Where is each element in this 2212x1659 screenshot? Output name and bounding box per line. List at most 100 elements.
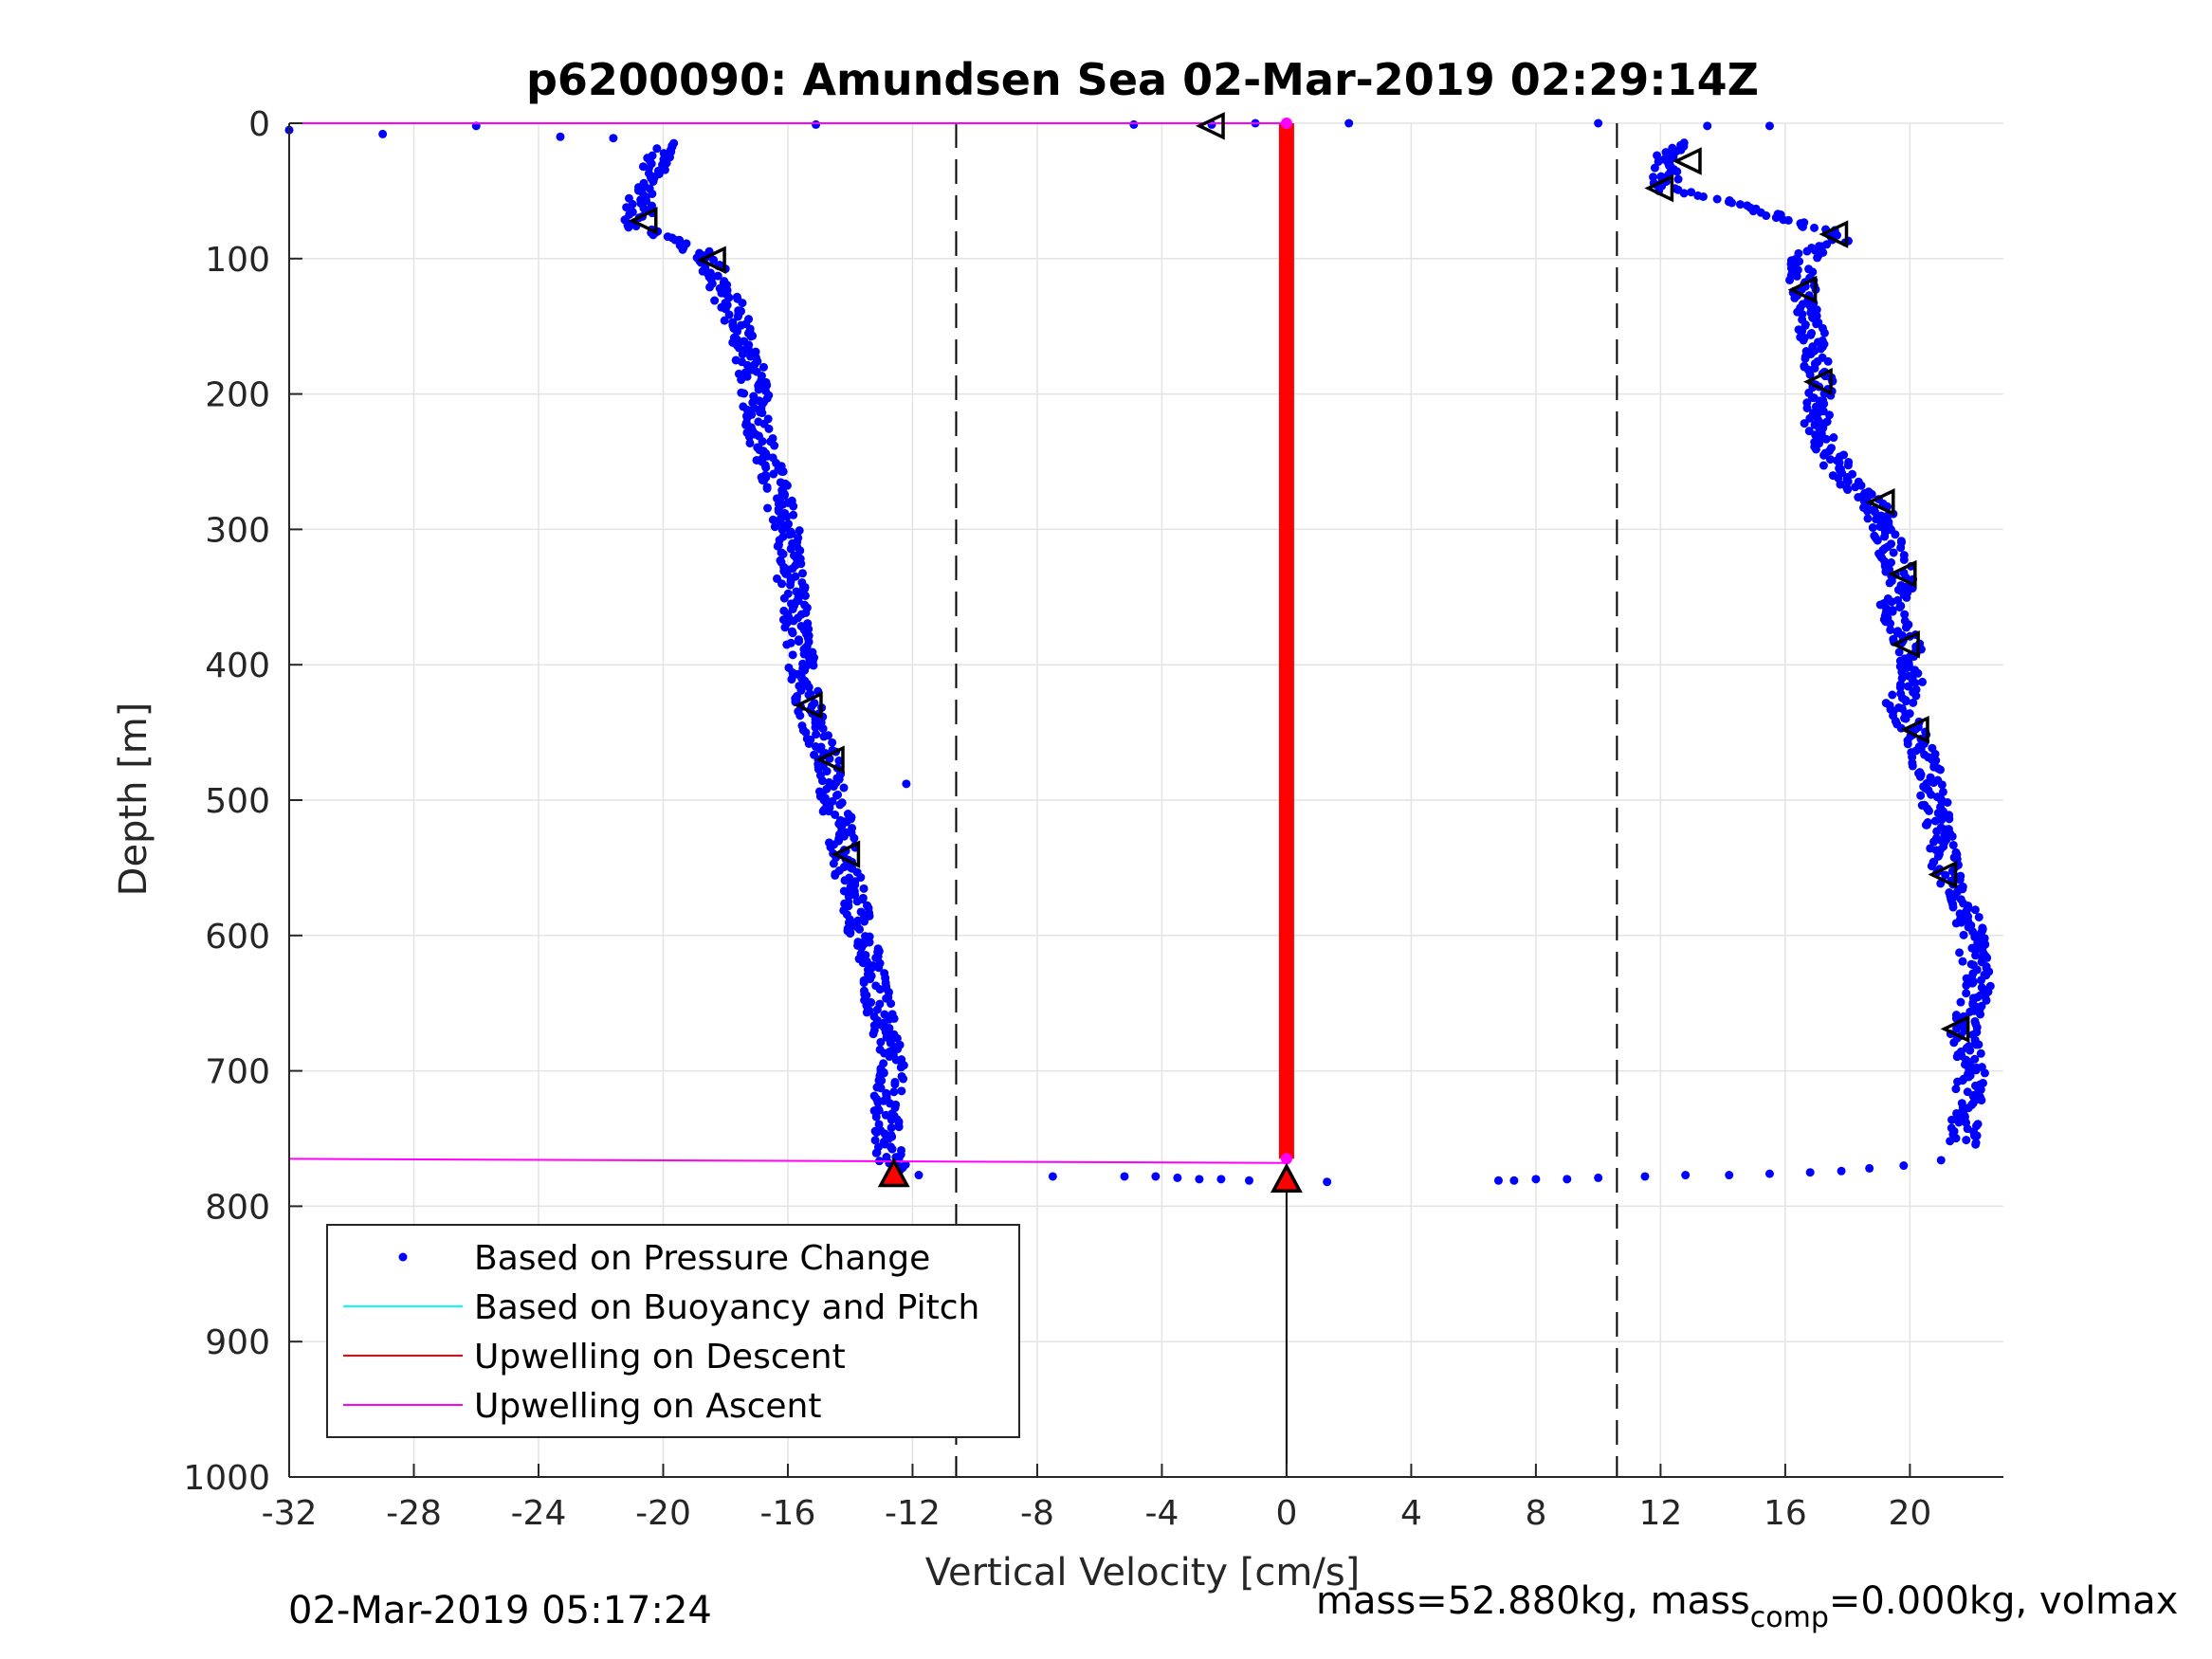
descent-point xyxy=(779,593,789,603)
ascent-point xyxy=(1941,870,1950,880)
descent-point xyxy=(710,296,720,305)
ascent-point xyxy=(1927,862,1936,871)
upwelling-ascent-line xyxy=(288,1158,1287,1164)
descent-point xyxy=(818,807,828,816)
x-tick-label: -32 xyxy=(262,1494,318,1533)
bottom-point xyxy=(1216,1175,1226,1184)
y-tick-label: 400 xyxy=(205,647,270,685)
descent-point xyxy=(894,1122,904,1132)
bottom-point xyxy=(1048,1172,1057,1181)
ascent-point xyxy=(1962,974,1971,983)
descent-point xyxy=(876,1084,886,1093)
descent-point xyxy=(733,312,742,321)
x-tick-label: 12 xyxy=(1638,1494,1682,1533)
descent-point xyxy=(769,469,778,479)
y-tick-label: 900 xyxy=(205,1323,270,1362)
ascent-point xyxy=(1908,761,1917,771)
descent-point xyxy=(812,730,821,739)
y-tick-label: 200 xyxy=(205,376,270,415)
ascent-point xyxy=(1735,200,1745,210)
bottom-point xyxy=(902,779,911,789)
surface-point xyxy=(1703,121,1712,131)
descent-point xyxy=(896,1063,905,1072)
descent-point xyxy=(804,738,814,748)
bottom-point xyxy=(1594,1173,1603,1182)
ascent-point xyxy=(1899,555,1909,564)
x-axis-label: Vertical Velocity [cm/s] xyxy=(925,1551,1361,1595)
bottom-point xyxy=(1493,1176,1503,1185)
surface-point xyxy=(1594,118,1603,128)
descent-point xyxy=(785,530,795,539)
triangle-marker xyxy=(1940,1014,1970,1044)
ascent-point xyxy=(1868,523,1877,533)
descent-point xyxy=(678,245,687,254)
ascent-point xyxy=(1873,536,1882,545)
descent-point xyxy=(624,223,633,232)
descent-point xyxy=(859,884,868,893)
ascent-point xyxy=(1959,930,1968,939)
descent-point xyxy=(875,985,885,994)
descent-point xyxy=(800,591,810,600)
ascent-point xyxy=(1953,1077,1963,1086)
descent-point xyxy=(819,732,829,741)
descent-point xyxy=(720,316,729,325)
descent-point xyxy=(786,544,795,554)
descent-point xyxy=(788,650,797,660)
ascent-point xyxy=(1673,174,1683,184)
descent-point xyxy=(887,1144,897,1154)
descent-point xyxy=(777,525,787,535)
descent-point xyxy=(829,782,838,792)
bottom-point xyxy=(1805,1168,1815,1177)
ascent-point xyxy=(1805,413,1815,423)
descent-point xyxy=(846,929,855,939)
descent-point xyxy=(873,1098,883,1107)
ascent-point xyxy=(1897,667,1907,677)
ascent-point xyxy=(1916,791,1926,800)
descent-point xyxy=(734,343,743,353)
ascent-point xyxy=(1811,445,1820,454)
descent-point xyxy=(859,978,868,988)
descent-point xyxy=(897,1086,906,1096)
descent-point xyxy=(788,604,797,613)
ascent-point xyxy=(1798,222,1807,231)
descent-point xyxy=(759,362,768,372)
ascent-point xyxy=(1888,690,1897,700)
descent-point xyxy=(892,1033,902,1043)
ascent-point xyxy=(1974,912,1983,921)
ascent-point xyxy=(1955,875,1965,884)
descent-point xyxy=(899,1074,908,1084)
descent-point xyxy=(768,515,777,524)
descent-point xyxy=(861,950,870,959)
axes-layer: -32 -28 -24 -20 -16 -12 -8 -4 0 4 8 12 16 20010020030… xyxy=(183,105,2003,1533)
x-tick-label: -16 xyxy=(760,1494,816,1533)
descent-point xyxy=(789,501,798,511)
ascent-point xyxy=(1887,597,1896,607)
ascent-point xyxy=(1901,697,1910,706)
y-tick-label: 500 xyxy=(205,782,270,821)
descent-point xyxy=(870,1136,880,1145)
ascent-point xyxy=(1698,191,1708,201)
descent-point xyxy=(835,800,845,810)
triangle-marker xyxy=(628,207,658,235)
bottom-point xyxy=(1531,1175,1541,1184)
x-tick-label: -24 xyxy=(511,1494,567,1533)
ascent-point xyxy=(1810,223,1819,232)
series-layer xyxy=(284,118,1995,1187)
ascent-point xyxy=(1903,682,1912,691)
triangle-marker xyxy=(1803,367,1833,396)
ascent-point xyxy=(1825,410,1835,420)
ascent-point xyxy=(1946,1137,1955,1146)
descent-point xyxy=(872,1128,882,1138)
ascent-point xyxy=(1929,778,1938,788)
descent-point xyxy=(811,722,820,732)
surface-point xyxy=(609,134,618,143)
bottom-point xyxy=(1151,1172,1161,1181)
descent-point xyxy=(890,1080,900,1089)
descent-point xyxy=(754,385,763,394)
descent-point xyxy=(817,776,827,786)
triangle-marker xyxy=(1899,715,1929,744)
bottom-point xyxy=(1195,1175,1204,1184)
ascent-point xyxy=(1762,211,1771,221)
descent-point xyxy=(788,629,797,638)
descent-point xyxy=(705,283,715,292)
